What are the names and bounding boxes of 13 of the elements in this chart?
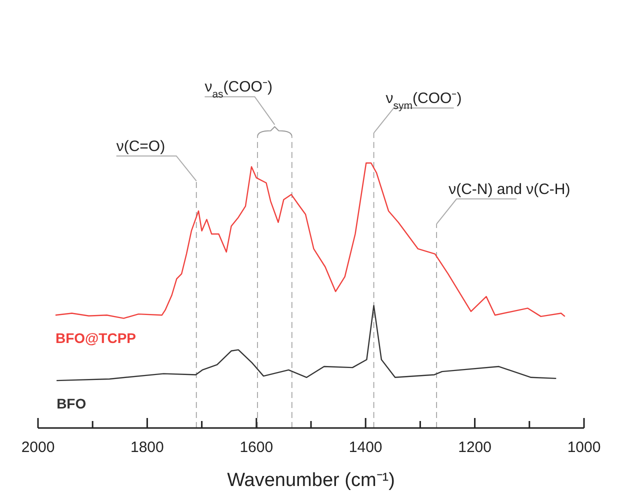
x-tick-label: 1800 (130, 439, 164, 456)
series-label: BFO (56, 396, 86, 412)
x-tick-label: 1400 (348, 439, 382, 456)
ref-line-label: ν(C=O) (116, 138, 166, 155)
x-axis-title: Wavenumber (cm⁻¹) (227, 470, 395, 491)
ref-line-label: ν$_{sym}$(COO⁻) (386, 90, 462, 112)
x-tick-label: 1600 (240, 439, 274, 456)
x-tick-label: 1200 (458, 439, 492, 456)
ref-line-label: ν(C-N) and ν(C-H) (448, 180, 570, 198)
x-tick-label: 1000 (567, 439, 601, 456)
ref-line-label: ν$_{as}$(COO⁻) (204, 78, 272, 101)
series-label: BFO@TCPP (55, 330, 136, 346)
x-tick-label: 2000 (21, 439, 55, 456)
